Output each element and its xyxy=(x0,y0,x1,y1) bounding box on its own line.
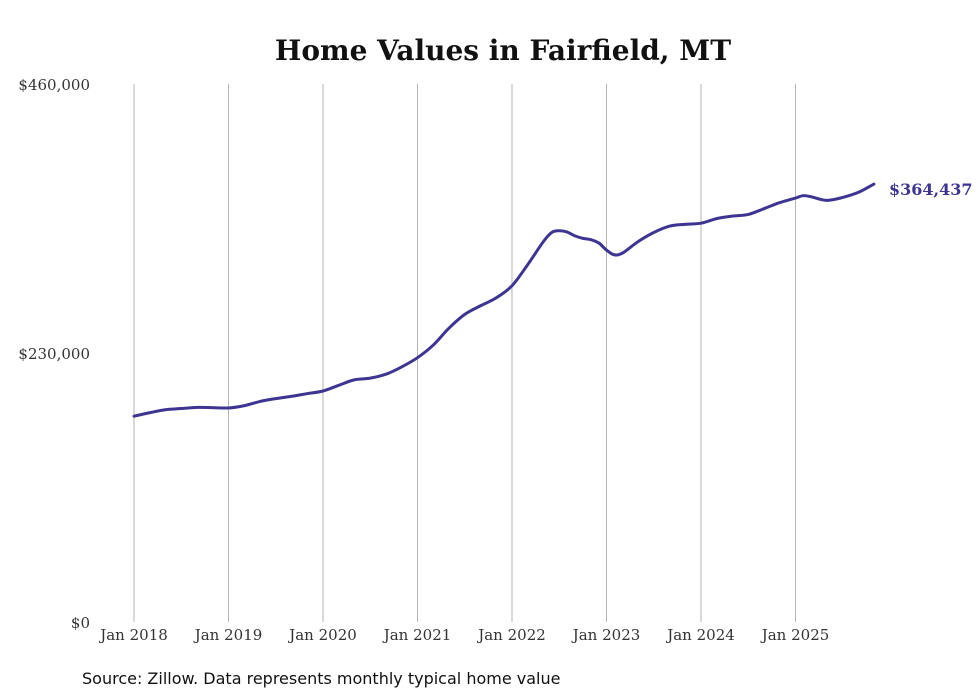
y-tick-label-1: $230,000 xyxy=(18,345,90,363)
x-tick-label-2020: Jan 2020 xyxy=(287,626,357,644)
x-tick-label-2024: Jan 2024 xyxy=(665,626,735,644)
home-value-line xyxy=(132,182,876,418)
y-axis-ticks: $0 $230,000 $460,000 xyxy=(18,76,90,632)
x-tick-label-2018: Jan 2018 xyxy=(98,626,168,644)
chart-title: Home Values in Fairfield, MT xyxy=(275,34,731,67)
source-note: Source: Zillow. Data represents monthly … xyxy=(82,669,560,688)
x-tick-label-2023: Jan 2023 xyxy=(571,626,641,644)
x-tick-label-2021: Jan 2021 xyxy=(382,626,452,644)
y-tick-label-0: $0 xyxy=(71,614,90,632)
y-tick-label-2: $460,000 xyxy=(18,76,90,94)
x-axis-ticks: Jan 2018 Jan 2019 Jan 2020 Jan 2021 Jan 2022… xyxy=(98,626,829,644)
last-value-label: $364,437 xyxy=(889,180,973,199)
x-tick-label-2019: Jan 2019 xyxy=(193,626,263,644)
gridlines xyxy=(133,84,796,622)
x-tick-label-2022: Jan 2022 xyxy=(476,626,546,644)
x-tick-label-2025: Jan 2025 xyxy=(760,626,830,644)
